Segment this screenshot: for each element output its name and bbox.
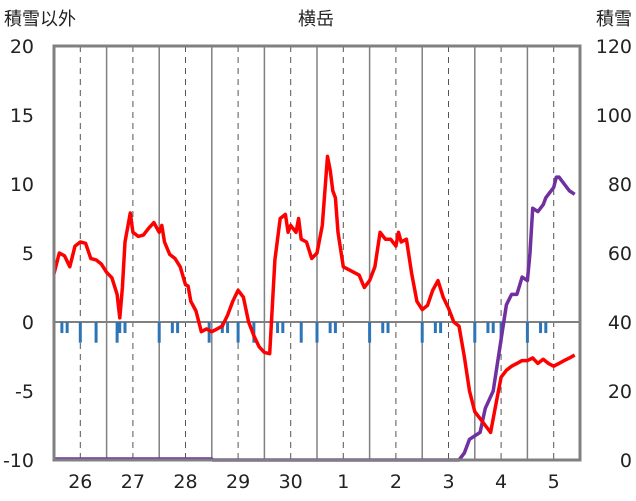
left-y-tick-label: 10 <box>10 174 34 196</box>
left-y-ticks: 20 15 10 5 0 -5 -10 <box>3 36 34 472</box>
left-y-tick-label: 15 <box>10 105 34 127</box>
x-tick-label: 28 <box>173 471 197 493</box>
x-ticks: 26 27 28 29 30 1 2 3 4 5 <box>68 471 560 493</box>
line-series <box>52 154 576 462</box>
x-tick-label: 27 <box>121 471 145 493</box>
x-tick-label: 5 <box>548 471 560 493</box>
x-tick-label: 26 <box>68 471 92 493</box>
right-y-tick-label: 40 <box>608 312 632 334</box>
right-y-tick-label: 100 <box>596 105 632 127</box>
right-axis-title: 積雪 <box>596 9 632 30</box>
left-y-tick-label: -10 <box>3 450 34 472</box>
plot-frame <box>52 44 582 462</box>
x-tick-label: 2 <box>390 471 402 493</box>
right-y-tick-label: 120 <box>596 36 632 58</box>
right-y-tick-label: 80 <box>608 174 632 196</box>
x-tick-label: 4 <box>495 471 507 493</box>
left-y-tick-label: 20 <box>10 36 34 58</box>
left-y-tick-label: -5 <box>15 381 34 403</box>
right-y-ticks: 120 100 80 60 40 20 0 <box>596 36 632 472</box>
right-y-tick-label: 20 <box>608 381 632 403</box>
temperature-line <box>52 154 576 435</box>
right-y-tick-label: 60 <box>608 243 632 265</box>
left-axis-title: 積雪以外 <box>4 9 76 30</box>
x-tick-label: 3 <box>442 471 454 493</box>
chart-title: 横岳 <box>298 9 334 30</box>
snow-depth-line <box>54 175 576 462</box>
x-tick-label: 29 <box>226 471 250 493</box>
x-tick-label: 30 <box>279 471 303 493</box>
right-y-tick-label: 0 <box>620 450 632 472</box>
left-y-tick-label: 0 <box>22 312 34 334</box>
x-tick-label: 1 <box>337 471 349 493</box>
left-y-tick-label: 5 <box>22 243 34 265</box>
